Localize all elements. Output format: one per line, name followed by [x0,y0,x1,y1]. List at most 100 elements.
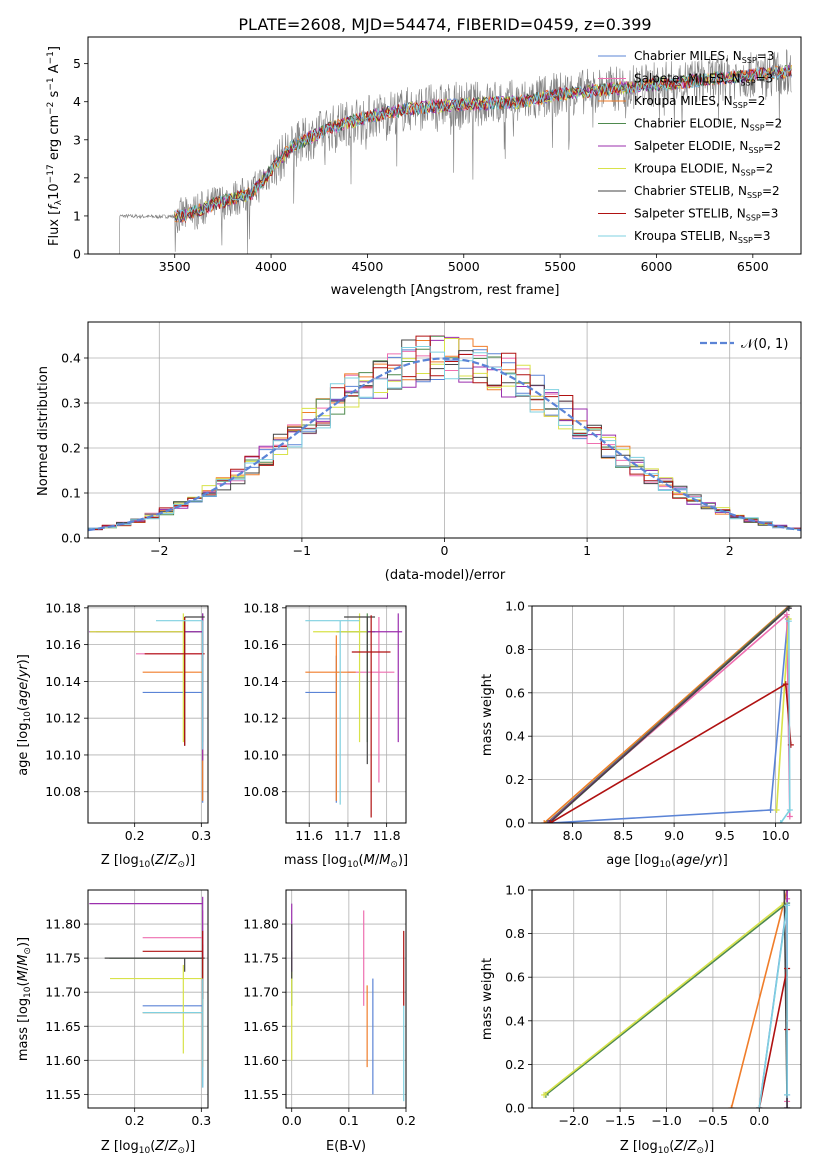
weight-marker [785,618,792,625]
wZ-xlabel: Z [log10(Z/Z⊙)] [620,1139,714,1156]
y-tick-label: 1.0 [505,883,525,898]
point-kroupa-stelib [142,978,204,1088]
y-tick-label: 10.14 [243,674,279,689]
weights-kroupa-stelib [777,618,793,823]
weight-marker [777,820,784,823]
point-salpeter-stelib [144,617,205,746]
wAge-ylabel: mass weight [480,674,495,756]
x-tick-label: −1.5 [605,1113,635,1128]
point-kroupa-elodie [90,613,184,743]
y-tick-label: 0.1 [61,486,81,501]
y-tick-label: 10.08 [243,784,279,799]
x-tick-label: 9.0 [664,828,684,843]
plot-area [116,49,792,254]
y-tick-label: 3 [73,132,81,147]
y-tick-label: 0.0 [505,816,525,831]
y-tick-label: 0.6 [505,970,525,985]
ageZ-xlabel: Z [log10(Z/Z⊙)] [101,853,195,870]
axes-frame [87,321,802,539]
weight-marker [783,611,790,618]
mZ-ylabel: mass [log10(M/M⊙)] [16,937,33,1061]
point-salpeter-elodie [367,613,403,743]
x-tick-label: 4500 [352,259,384,274]
x-tick-label: −0.5 [698,1113,728,1128]
point-salpeter-stelib [351,615,391,818]
x-tick-label: 0.2 [125,1113,145,1128]
axes-frame [87,36,802,255]
y-tick-label: 11.65 [45,1019,81,1034]
mass-vs-extinction-panel: 0.0 0.1 0.2 11.55 11.60 11.65 11.70 11.75 11.80 [243,889,416,1128]
legend-label-salpeter-elodie: Salpeter ELODIE, NSSP=2 [634,139,781,155]
point-chabrier-elodie [96,613,204,743]
weight-marker [784,902,791,909]
x-tick-label: 0.3 [191,828,211,843]
y-tick-label: 0.4 [505,729,525,744]
axes: −2 −1 0 1 2 0.0 0.1 0.2 0.3 0.4 [61,351,734,559]
spectrum-xlabel: wavelength [Angstrom, rest frame] [331,283,560,298]
weights-chabrier-miles [547,616,791,823]
y-tick-label: 10.12 [243,711,279,726]
y-tick-label: 0.2 [505,772,525,787]
y-tick-label: 10.18 [243,600,279,615]
x-tick-label: 11.6 [295,828,323,843]
plot-area [291,903,405,1102]
point-salpeter-stelib [142,930,204,999]
grid [88,890,208,1108]
axes: 3500 4000 4500 5000 5500 6000 6500 0 1 2 3 4 5 [73,56,769,274]
y-tick-label: 2 [73,170,81,185]
plot-area [89,896,205,1088]
weight-marker [544,820,551,823]
ageM-xlabel: mass [log10(M/M⊙)] [284,853,408,870]
weight-marker [546,820,553,823]
point-chabrier-miles [142,655,204,803]
y-tick-label: 1 [73,208,81,223]
ageZ-ylabel: age [log10(age/yr)] [16,654,33,776]
y-tick-label: 1.0 [505,599,525,614]
x-tick-label: 0.1 [339,1113,359,1128]
weight-line [549,682,792,823]
y-tick-label: 11.60 [45,1053,81,1068]
y-tick-label: 5 [73,56,81,71]
point-salpeter-elodie [89,613,204,761]
weights-salpeter-stelib [547,681,794,823]
x-tick-label: 0.0 [749,1113,769,1128]
weight-marker [773,806,780,813]
weight-marker [541,1091,548,1098]
histogram-kroupa-stelib [88,346,801,530]
x-tick-label: 8.0 [563,828,583,843]
mZ-xlabel: Z [log10(Z/Z⊙)] [101,1139,195,1156]
mass-vs-metallicity-panel: 0.2 0.3 11.55 11.60 11.65 11.70 11.75 11.80 [45,889,211,1128]
weights-chabrier-stelib [546,606,792,823]
axes-frame [531,889,802,1109]
y-tick-label: 0.0 [61,531,81,546]
plot-area [305,613,403,818]
legend-label-normal: 𝒩(0, 1) [741,337,788,352]
weights-kroupa-miles [541,606,792,823]
weight-line [545,902,788,1096]
weight-marker [782,681,789,688]
weight-marker [756,1105,763,1108]
wZ-ylabel: mass weight [480,958,495,1040]
weight-marker [781,890,788,893]
weight-line [758,968,788,1108]
weight-marker [767,806,774,813]
x-tick-label: −1 [293,543,311,558]
age-vs-mass-panel: 11.6 11.7 11.8 10.08 10.10 10.12 10.14 10.16 10.… [243,600,407,843]
axes: −2.0 −1.5 −1.0 −0.5 0.0 0.0 0.2 0.4 0.6 0.8 1.0 [505,883,769,1129]
x-tick-label: −1.0 [651,1113,681,1128]
y-tick-label: 0.8 [505,642,525,657]
weight-marker [728,1105,735,1108]
point-chabrier-elodie [336,613,376,743]
weight-marker [545,820,552,823]
x-tick-label: −2 [150,543,168,558]
residuals-xlabel: (data-model)/error [385,568,506,583]
spectrum-legend: Chabrier MILES, NSSP=3 Salpeter MILES, NS… [598,49,782,245]
x-tick-label: 1 [583,543,591,558]
legend-label-chabrier-elodie: Chabrier ELODIE, NSSP=2 [634,117,782,133]
weight-vs-age-panel: 8.0 8.5 9.0 9.5 10.0 0.0 0.2 0.4 0.6 0.8 1.0 [505,599,802,843]
point-chabrier-miles [142,978,204,1088]
grid [88,606,208,823]
x-tick-label: 5500 [544,259,576,274]
x-tick-label: 8.5 [613,828,633,843]
